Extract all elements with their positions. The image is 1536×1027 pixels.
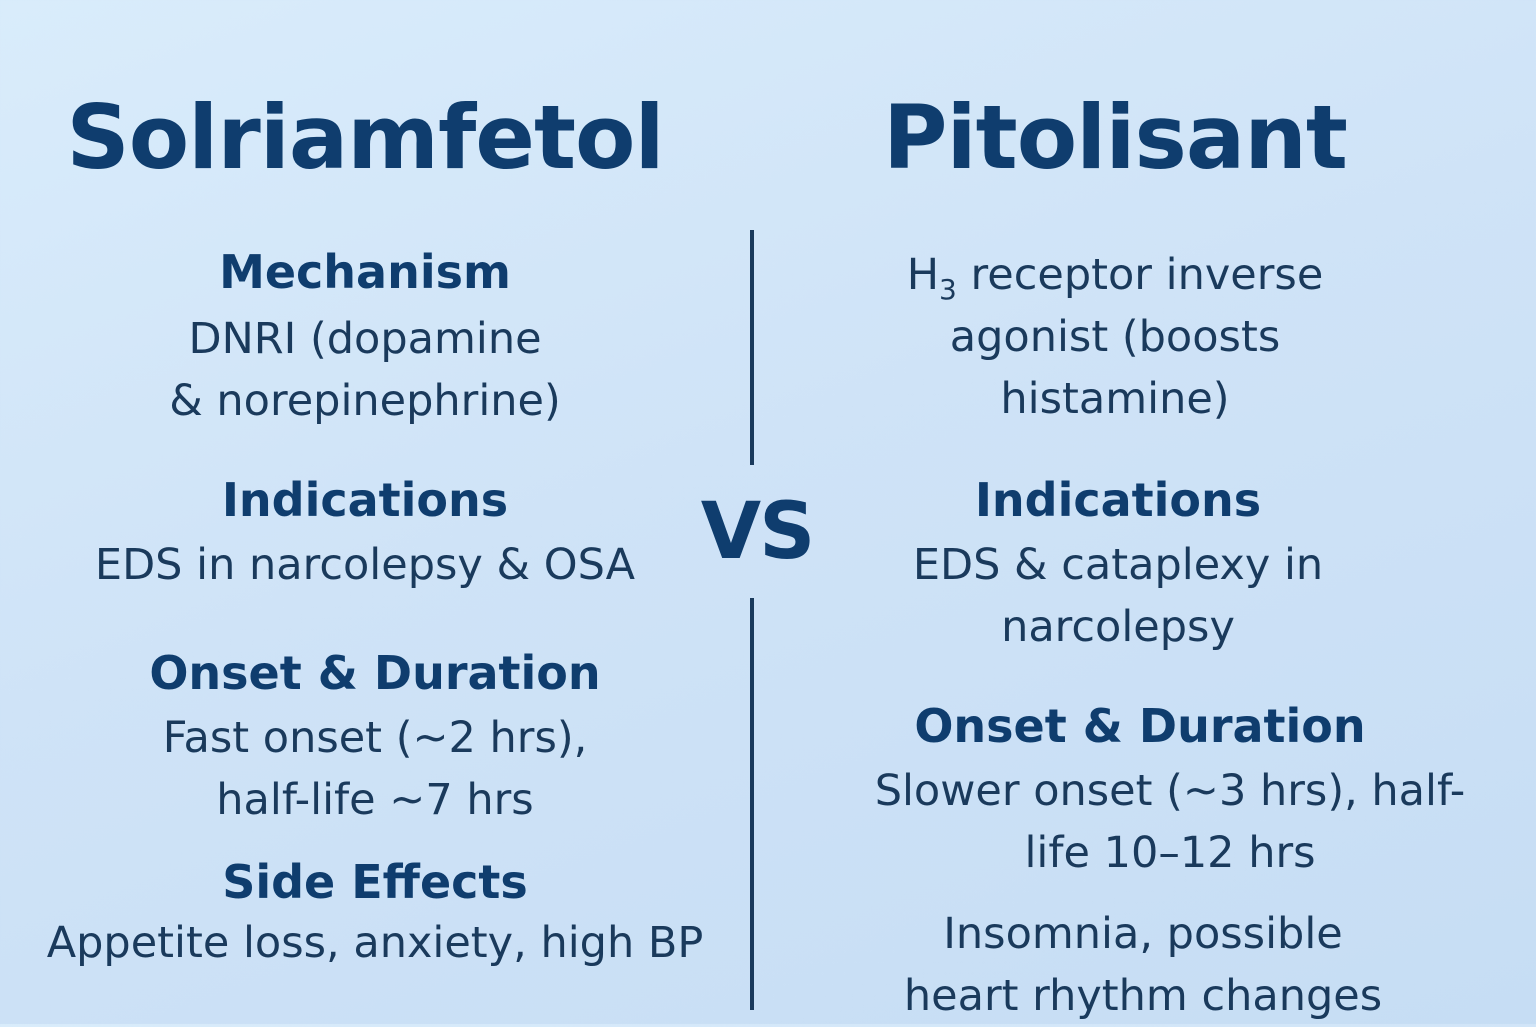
left-mechanism-line: & norepinephrine): [169, 376, 561, 426]
right-indications-heading: Indications: [974, 473, 1262, 527]
divider-bottom: [750, 598, 754, 1010]
right-onset-heading: Onset & Duration: [914, 699, 1366, 753]
vs-label: VS: [700, 487, 816, 577]
h3-subscript: 3: [939, 273, 957, 306]
left-indications-heading: Indications: [221, 473, 509, 527]
left-indications-line: EDS in narcolepsy & OSA: [94, 540, 636, 590]
left-mechanism-line: DNRI (dopamine: [188, 314, 542, 364]
right-onset-section: Onset & Duration Slower onset (~3 hrs), …: [820, 698, 1520, 884]
right-side-effects-section: Insomnia, possible heart rhythm changes: [820, 903, 1466, 1027]
left-indications-text: EDS in narcolepsy & OSA: [40, 534, 690, 596]
left-side-effects-line: Appetite loss, anxiety, high BP: [46, 918, 704, 968]
left-onset-text: Fast onset (~2 hrs), half-life ~7 hrs: [40, 707, 710, 831]
right-indications-line: narcolepsy: [1001, 602, 1235, 652]
h3-prefix: H: [906, 250, 940, 300]
right-onset-text: Slower onset (~3 hrs), half- life 10–12 …: [820, 760, 1520, 884]
right-mechanism-line1-rest: receptor inverse: [956, 250, 1324, 300]
right-indications-line: EDS & cataplexy in: [912, 540, 1324, 590]
left-side-effects-section: Side Effects Appetite loss, anxiety, hig…: [20, 854, 730, 974]
left-side-effects-heading: Side Effects: [222, 855, 528, 909]
left-indications-section: Indications EDS in narcolepsy & OSA: [40, 472, 690, 596]
left-side-effects-text: Appetite loss, anxiety, high BP: [20, 912, 730, 974]
right-mechanism-text: H3 receptor inverse agonist (boosts hist…: [820, 244, 1410, 430]
solriamfetol-title: Solriamfetol: [66, 86, 664, 189]
pitolisant-title: Pitolisant: [883, 86, 1348, 189]
right-mechanism-line: histamine): [1000, 374, 1230, 424]
right-mechanism-line: H3 receptor inverse: [820, 244, 1410, 306]
left-onset-line: Fast onset (~2 hrs),: [162, 713, 588, 763]
left-mechanism-text: DNRI (dopamine & norepinephrine): [40, 308, 690, 432]
right-side-effects-line: Insomnia, possible: [943, 909, 1343, 959]
right-onset-line: Slower onset (~3 hrs), half-: [874, 766, 1466, 816]
left-onset-line: half-life ~7 hrs: [216, 775, 534, 825]
right-indications-text: EDS & cataplexy in narcolepsy: [820, 534, 1416, 658]
right-mechanism-line: agonist (boosts: [949, 312, 1281, 362]
right-side-effects-line: heart rhythm changes: [903, 971, 1383, 1021]
right-side-effects-text: Insomnia, possible heart rhythm changes: [820, 903, 1466, 1027]
right-onset-line: life 10–12 hrs: [1024, 828, 1316, 878]
left-onset-section: Onset & Duration Fast onset (~2 hrs), ha…: [40, 645, 710, 831]
right-mechanism-section: H3 receptor inverse agonist (boosts hist…: [820, 244, 1410, 430]
left-onset-heading: Onset & Duration: [149, 646, 601, 700]
left-mechanism-section: Mechanism DNRI (dopamine & norepinephrin…: [40, 244, 690, 432]
divider-top: [750, 230, 754, 465]
right-indications-section: Indications EDS & cataplexy in narcoleps…: [820, 472, 1416, 658]
left-mechanism-heading: Mechanism: [219, 245, 511, 299]
